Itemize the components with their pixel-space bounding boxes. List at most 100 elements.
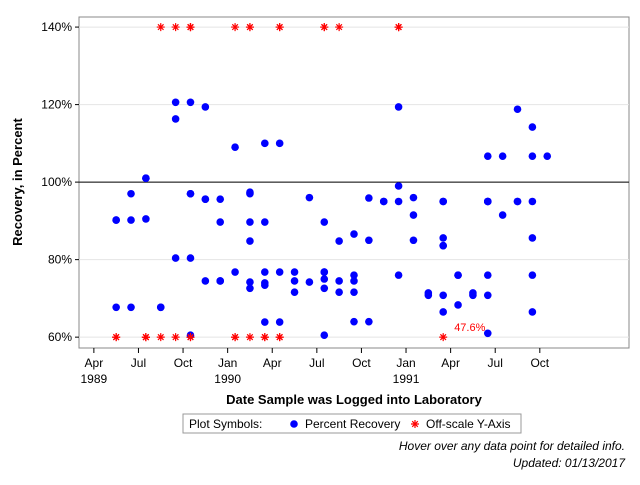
data-point [528,152,537,160]
data-point [409,236,418,245]
data-point [127,216,135,224]
data-point [186,189,195,198]
off-scale-point [231,333,240,342]
off-scale-point [156,333,165,342]
data-point [528,123,537,131]
data-point [290,288,299,296]
x-axis-title: Date Sample was Logged into Laboratory [226,392,482,407]
off-scale-point [411,420,419,428]
data-point [335,277,343,285]
off-scale-point [156,23,165,32]
data-point [246,188,254,196]
data-point [394,197,403,206]
y-tick-label: 140% [41,20,72,34]
data-point [231,143,239,152]
data-point [186,254,195,262]
y-tick-label: 120% [41,98,72,112]
legend-label: Percent Recovery [305,417,400,431]
x-tick-label: Apr [85,356,104,370]
data-point [201,103,210,111]
data-point [186,98,195,107]
data-point [394,182,403,190]
data-point [350,317,358,326]
data-point [528,308,537,316]
data-point [365,194,373,202]
data-point [320,218,329,226]
data-point [290,268,299,276]
data-point [439,308,447,316]
footer-updated: Updated: 01/13/2017 [513,456,626,470]
data-point [350,277,358,285]
off-scale-point [231,23,240,32]
data-point [320,284,329,293]
off-scale-point [245,333,254,342]
legend-label: Off-scale Y-Axis [426,417,510,431]
data-point [409,193,418,202]
off-scale-point [141,333,150,342]
data-point [216,277,225,285]
data-point [513,105,522,114]
annotation: 47.6% [454,322,485,334]
x-tick-label: Jul [309,356,324,370]
data-point [275,139,284,148]
data-point [365,317,373,326]
data-point [513,197,522,206]
off-scale-point [275,333,284,342]
data-point [171,115,180,123]
data-point [439,291,447,300]
data-point [394,271,403,279]
off-scale-point [112,333,121,342]
x-tick-label: Oct [352,356,371,370]
x-tick-label: Jan [396,356,415,370]
data-point [261,268,269,276]
off-scale-point [186,23,195,32]
off-scale-point [171,23,180,32]
x-tick-label: Jul [488,356,503,370]
data-point [350,288,358,296]
data-point [483,152,492,160]
data-point [216,195,225,203]
data-point [216,218,225,226]
y-tick-label: 60% [48,330,72,344]
data-point [275,268,284,276]
y-axis-title: Recovery, in Percent [10,118,25,246]
y-tick-label: 100% [41,175,72,189]
data-point [543,152,552,160]
off-scale-point [320,23,329,32]
data-point [409,211,418,219]
data-point [320,268,329,276]
data-point [350,230,358,238]
off-scale-point [171,333,180,342]
data-point [439,197,447,206]
x-tick-label: Oct [530,356,549,370]
data-point [261,218,269,226]
data-point [261,279,269,287]
legend-title: Plot Symbols: [189,417,262,431]
data-point [394,103,403,111]
off-scale-point [439,333,448,342]
data-point [469,289,477,297]
x-tick-year: 1991 [393,372,420,386]
data-point [127,303,135,312]
data-point [454,271,462,279]
data-point [320,331,329,340]
data-point [290,420,298,428]
off-scale-point [260,333,269,342]
off-scale-point [245,23,254,32]
data-point [483,291,492,300]
data-point [335,288,343,296]
data-point [320,275,329,283]
data-point [142,174,150,183]
off-scale-point [275,23,284,32]
data-point [305,193,314,202]
data-point [231,268,239,276]
data-point [201,195,210,203]
data-point [127,189,135,198]
data-point [246,237,254,245]
data-point [528,197,537,206]
x-tick-label: Apr [441,356,460,370]
data-point [261,139,269,148]
